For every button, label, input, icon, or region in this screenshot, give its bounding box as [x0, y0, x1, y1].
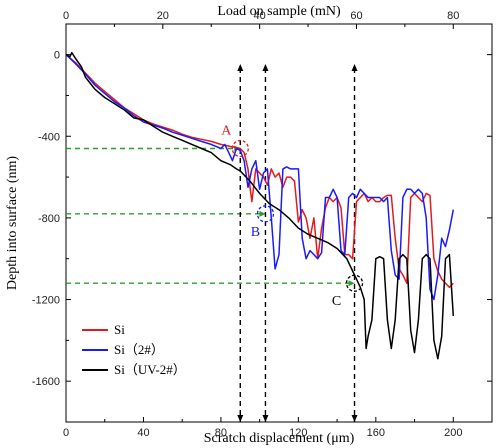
- y-axis-title: Depth into surface (nm): [5, 156, 20, 290]
- annotations: A B C: [221, 124, 364, 309]
- series-line: [65, 51, 455, 360]
- series-line: [65, 54, 454, 289]
- y-tick-label: 0: [54, 50, 60, 62]
- vertical-guide-arrow: [262, 415, 269, 422]
- annotation-circle: [231, 139, 249, 158]
- annotation-circle: [256, 205, 275, 223]
- vertical-guide-arrow-top: [237, 64, 244, 71]
- top-x-tick-label: 20: [157, 10, 169, 22]
- y-tick-label: -1600: [32, 376, 60, 388]
- horizontal-guide-arrow: [348, 280, 355, 287]
- annotation-circle: [345, 274, 364, 292]
- guide-lines: [66, 64, 358, 422]
- axes: 0 40 80 120 160 200 0 20 40 60 80 0 -400 -800 -1200 -16…: [32, 10, 492, 439]
- legend-label: Si: [114, 322, 125, 337]
- top-x-tick-label: 80: [447, 10, 459, 22]
- series-layer: [65, 51, 455, 360]
- top-x-tick-label: 60: [350, 10, 362, 22]
- plot-frame: [65, 23, 493, 423]
- x-tick-label: 200: [444, 427, 462, 439]
- top-x-axis-title: Load on sample (mN): [217, 4, 341, 19]
- top-x-tick-label: 40: [254, 10, 266, 22]
- annotation-label: C: [332, 294, 341, 309]
- y-tick-label: -800: [38, 213, 60, 225]
- x-tick-label: 0: [63, 427, 69, 439]
- legend-label: Si（UV-2#）: [114, 362, 186, 377]
- series-line: [65, 54, 455, 301]
- vertical-guide-arrow: [351, 415, 358, 422]
- legend-label: Si（2#）: [114, 342, 164, 357]
- x-tick-label: 80: [215, 427, 227, 439]
- x-tick-label: 120: [289, 427, 307, 439]
- y-tick-label: -1200: [32, 295, 60, 307]
- vertical-guide-arrow-top: [262, 64, 269, 71]
- x-tick-label: 40: [137, 427, 149, 439]
- x-axis-title: Scratch displacement (μm): [204, 431, 355, 446]
- legend: Si Si（2#） Si（UV-2#）: [82, 322, 186, 377]
- annotation-label: A: [221, 124, 232, 139]
- horizontal-guide-arrow: [259, 210, 266, 217]
- y-tick-label: -400: [38, 131, 60, 143]
- annotation-label: B: [251, 225, 260, 240]
- top-x-tick-label: 0: [63, 10, 69, 22]
- vertical-guide-arrow-top: [351, 64, 358, 71]
- vertical-guide-arrow: [237, 415, 244, 422]
- x-tick-label: 160: [367, 427, 385, 439]
